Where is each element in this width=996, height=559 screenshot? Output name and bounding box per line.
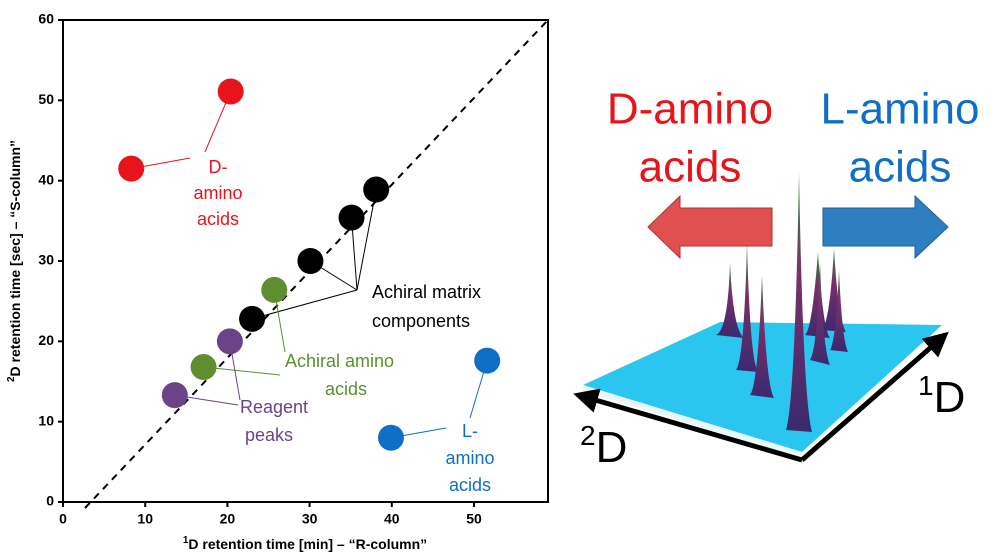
d-label: acids xyxy=(639,143,742,192)
point xyxy=(378,425,404,451)
right-arrow xyxy=(823,196,948,258)
axis-2-label: 2D xyxy=(580,420,627,471)
point xyxy=(363,177,389,203)
point xyxy=(162,382,188,408)
figure: D-amino acids L-amino acids 2D 1D 1D ret… xyxy=(0,0,996,554)
leader-line xyxy=(357,190,376,290)
y-tick-label: 0 xyxy=(46,493,54,509)
annotation: L- xyxy=(462,421,478,441)
x-tick-label: 40 xyxy=(384,511,400,527)
point xyxy=(261,277,287,303)
annotation: components xyxy=(372,311,470,331)
left-arrow xyxy=(648,196,772,258)
point xyxy=(218,78,244,104)
l-label: L-amino xyxy=(821,85,980,134)
annotation: acids xyxy=(449,475,491,495)
y-tick-label: 10 xyxy=(38,412,54,428)
point xyxy=(191,354,217,380)
x-tick-label: 20 xyxy=(220,511,236,527)
y-tick-label: 40 xyxy=(38,171,54,187)
axis-1-label: 1D xyxy=(918,370,965,421)
y-axis-title: 2D retention time [sec] – “S-column” xyxy=(6,140,23,382)
y-tick-label: 20 xyxy=(38,332,54,348)
y-tick-label: 60 xyxy=(38,11,54,27)
annotation: D- xyxy=(209,157,228,177)
y-tick-label: 50 xyxy=(38,91,54,107)
point xyxy=(339,205,365,231)
annotation: acids xyxy=(197,209,239,229)
y-tick-label: 30 xyxy=(38,252,54,268)
x-axis-title: 1D retention time [min] – “R-column” xyxy=(183,535,427,552)
annotation: amino xyxy=(193,183,242,203)
diagram xyxy=(578,172,948,460)
point xyxy=(474,348,500,374)
l-label: acids xyxy=(849,143,952,192)
annotation: acids xyxy=(325,379,367,399)
annotation: Achiral matrix xyxy=(372,282,481,302)
x-tick-label: 10 xyxy=(137,511,153,527)
annotation: peaks xyxy=(245,425,293,445)
d-label: D-amino xyxy=(607,85,773,134)
point xyxy=(217,328,243,354)
point xyxy=(118,156,144,182)
point xyxy=(239,306,265,332)
x-tick-label: 0 xyxy=(59,511,67,527)
point xyxy=(297,248,323,274)
annotation: Reagent xyxy=(240,397,308,417)
x-tick-label: 30 xyxy=(302,511,318,527)
annotation: Achiral amino xyxy=(285,351,394,371)
x-tick-label: 50 xyxy=(466,511,482,527)
annotation: amino xyxy=(445,448,494,468)
